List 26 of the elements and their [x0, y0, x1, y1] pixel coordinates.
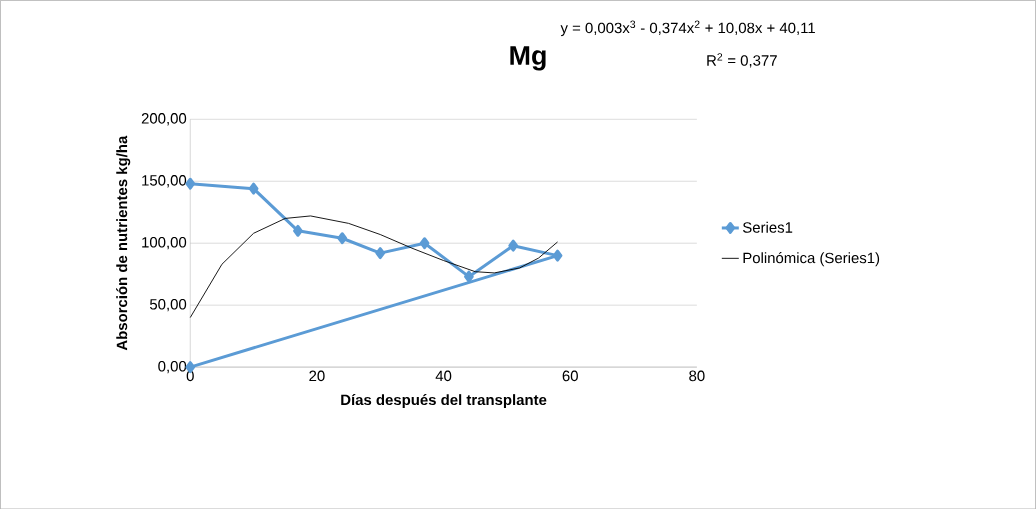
legend-label: Series1 [742, 221, 793, 233]
point [552, 249, 563, 262]
y-tick-label: 100,00 [142, 236, 187, 250]
point [419, 237, 430, 249]
point [185, 177, 196, 190]
legend-label: Polinómica (Series1) [743, 251, 880, 266]
x-tick-label: 60 [562, 370, 578, 381]
y-axis-title: Absorción de nutrientes kg/ha [116, 135, 131, 351]
y-tick-label: 200,00 [141, 112, 187, 126]
x-axis-title: Días después del transplante [341, 393, 547, 408]
y-tick-label: 50,00 [149, 298, 187, 312]
point [337, 232, 348, 245]
y-tick-label: 0,00 [158, 360, 187, 374]
point [464, 270, 474, 283]
point [293, 224, 303, 237]
point [508, 239, 519, 252]
y-tick-label: 150,00 [142, 174, 187, 188]
point [375, 246, 386, 259]
line-series [189, 215, 558, 318]
point [248, 182, 259, 195]
x-tick-label: 80 [689, 370, 705, 381]
x-tick-label: 40 [435, 370, 452, 381]
text: R$^{2}$ = 0,377 [707, 52, 777, 68]
x-tick-label: 20 [309, 370, 325, 381]
text: y = 0,003x$^{3}$ - 0,374x$^{2}$ + 10,08x + 40,11 [560, 20, 815, 36]
chart-title: Mg [510, 46, 546, 71]
